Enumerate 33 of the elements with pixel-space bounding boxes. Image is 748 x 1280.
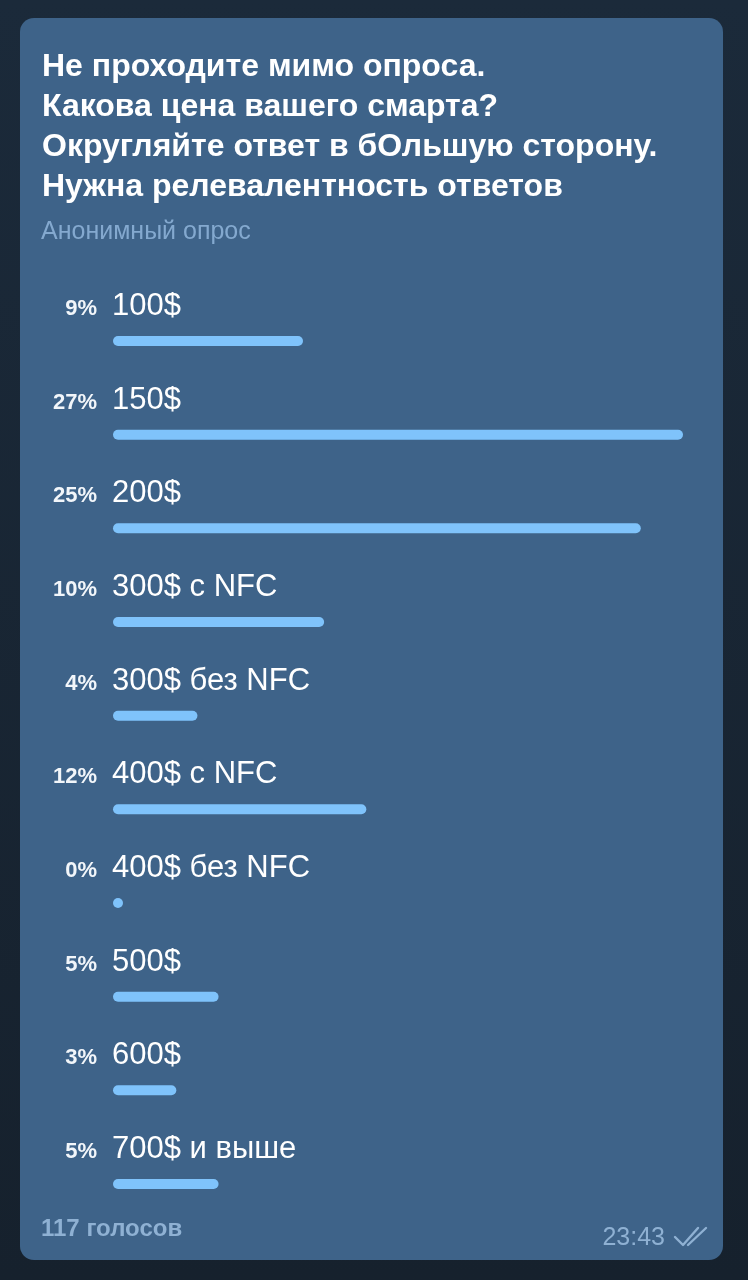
data-label: 5% xyxy=(65,1138,97,1163)
bar xyxy=(113,429,683,440)
y-tick-label: 400$ без NFC xyxy=(112,849,311,884)
y-tick-label: 300$ с NFC xyxy=(112,568,278,603)
data-label: 27% xyxy=(52,388,97,414)
y-tick-label: 100$ xyxy=(112,287,181,322)
data-label: 10% xyxy=(52,576,97,601)
bar xyxy=(113,336,303,346)
data-label: 3% xyxy=(65,1044,97,1070)
data-label: 0% xyxy=(65,857,97,882)
data-label: 9% xyxy=(65,295,97,320)
chart-subtitle: Анонимный опрос xyxy=(41,216,251,244)
y-tick-label: 700$ и выше xyxy=(112,1130,297,1165)
chart-title: Не проходите мимо опроса. Какова цена вашего смарта? Округляйте ответ в бОльшую сторону. Нужна релевалентность ответов xyxy=(42,47,658,203)
data-label: 5% xyxy=(65,950,97,976)
y-tick-label: 500$ xyxy=(112,942,181,978)
bar xyxy=(113,1179,219,1189)
bar xyxy=(113,523,641,534)
bar xyxy=(113,710,198,721)
text: 117 голосов xyxy=(41,1214,183,1241)
y-tick-label: 150$ xyxy=(112,380,181,416)
y-tick-label: 400$ с NFC xyxy=(112,755,278,791)
bar xyxy=(113,991,219,1002)
text: 23:43 xyxy=(602,1222,665,1250)
data-label: 25% xyxy=(52,482,97,508)
bar xyxy=(113,617,325,627)
y-tick-label: 200$ xyxy=(112,474,181,510)
data-label: 12% xyxy=(52,763,97,789)
bar xyxy=(113,1085,177,1096)
data-label: 4% xyxy=(65,669,97,695)
y-tick-label: 600$ xyxy=(112,1036,181,1072)
y-tick-label: 300$ без NFC xyxy=(112,661,311,697)
bar xyxy=(113,804,367,815)
